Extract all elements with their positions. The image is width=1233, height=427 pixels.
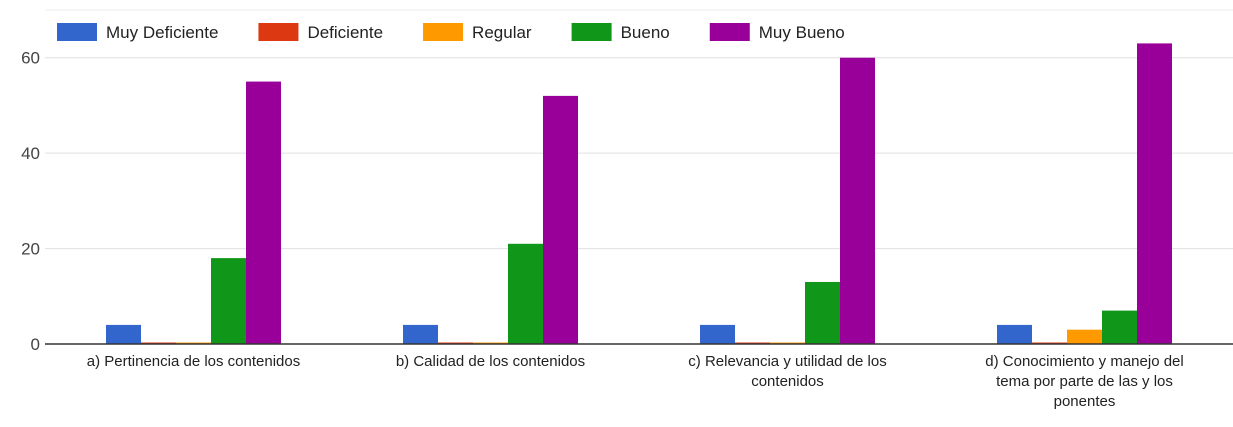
bar: [211, 258, 246, 344]
bar: [700, 324, 735, 344]
legend-swatch: [258, 23, 299, 41]
x-tick-label: d) Conocimiento y manejo del tema por par…: [985, 353, 1183, 410]
bar: [508, 243, 543, 344]
bar: [106, 324, 141, 344]
x-tick-label: a) Pertinencia de los contenidos: [87, 353, 300, 370]
y-tick-label: 40: [21, 144, 40, 163]
bar: [1067, 329, 1102, 344]
y-tick-label: 20: [21, 240, 40, 259]
legend-label: Deficiente: [307, 23, 383, 42]
legend-swatch: [709, 23, 750, 41]
legend-swatch: [423, 23, 464, 41]
bar: [246, 81, 281, 345]
legend-label: Muy Bueno: [759, 23, 845, 42]
y-tick-label: 60: [21, 49, 40, 68]
legend-swatch: [57, 23, 97, 41]
bar: [840, 57, 875, 344]
legend-swatch: [571, 23, 612, 41]
x-tick-label: b) Calidad de los contenidos: [396, 353, 585, 370]
x-tick-label: c) Relevancia y utilidad de los contenido…: [688, 353, 886, 390]
legend-label: Regular: [472, 23, 532, 42]
y-tick-label: 0: [31, 335, 40, 354]
legend-label: Muy Deficiente: [106, 23, 218, 42]
legend-label: Bueno: [621, 23, 670, 42]
bar: [543, 95, 578, 344]
bar: [1102, 310, 1137, 344]
bar: [805, 281, 840, 344]
bar: [403, 324, 438, 344]
bar: [997, 324, 1032, 344]
bar: [1137, 43, 1172, 345]
